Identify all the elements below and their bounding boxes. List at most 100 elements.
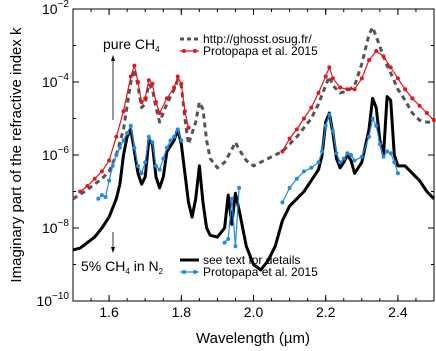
data-point — [85, 184, 90, 188]
data-point — [349, 153, 353, 157]
x-tick-label: 1.6 — [99, 304, 119, 320]
data-point — [367, 134, 371, 139]
data-point — [107, 178, 112, 183]
data-point — [403, 87, 408, 92]
series-line — [72, 25, 434, 201]
data-point — [432, 118, 436, 123]
legend-model-label: see text for details — [203, 253, 300, 267]
data-point — [345, 151, 350, 156]
y-axis-title: Imaginary part of the refractive index k — [8, 27, 25, 283]
data-point — [150, 81, 155, 86]
y-tick-label: 10−10 — [36, 291, 69, 309]
data-point — [179, 138, 184, 143]
y-tick-exponent: −6 — [58, 145, 70, 156]
data-point — [128, 123, 133, 128]
series-line — [79, 65, 190, 192]
data-point — [92, 176, 97, 181]
annotation-pure-arrowhead — [111, 55, 115, 61]
data-point — [320, 149, 325, 154]
data-point — [132, 145, 137, 150]
data-point — [359, 76, 364, 81]
legend-bottom: see text for details Protopapa et al. 20… — [180, 253, 318, 279]
data-point — [107, 158, 112, 163]
data-point — [179, 81, 184, 86]
data-point — [136, 163, 140, 168]
y-tick-label: 10−8 — [42, 218, 69, 236]
data-point — [143, 160, 148, 165]
data-point — [175, 127, 180, 132]
data-point — [370, 116, 375, 121]
y-tick-exponent: −4 — [58, 72, 70, 83]
data-point — [117, 145, 122, 150]
data-point — [96, 196, 101, 201]
data-point — [352, 158, 357, 163]
data-point — [157, 111, 162, 115]
data-point — [316, 90, 321, 95]
data-point — [323, 123, 328, 128]
data-point — [99, 169, 104, 174]
y-tick-base: 10 — [42, 1, 58, 17]
data-point — [110, 163, 115, 168]
legend-protopapa-red-dot — [193, 49, 197, 53]
axis-ticks: 1.6 1.8 2.0 2.2 2.410−210−410−610−810−10 — [36, 0, 435, 320]
y-tick-exponent: −10 — [52, 291, 69, 302]
data-point — [237, 185, 242, 190]
data-point — [417, 103, 422, 108]
data-point — [139, 100, 144, 105]
data-point — [154, 163, 158, 168]
series-line — [281, 114, 399, 203]
data-point — [121, 138, 126, 143]
data-point — [374, 49, 379, 53]
data-point — [136, 80, 140, 84]
data-point — [222, 240, 227, 245]
data-point — [395, 171, 400, 176]
y-tick-base: 10 — [42, 220, 58, 236]
data-point — [302, 116, 306, 121]
legend-protopapa-blue-dot — [182, 270, 186, 274]
svg-text:pure CH4: pure CH4 — [103, 36, 160, 54]
data-point — [316, 160, 321, 165]
y-tick-base: 10 — [36, 293, 52, 309]
data-point — [229, 196, 234, 201]
data-point — [294, 176, 299, 181]
data-point — [424, 111, 429, 115]
series-layer — [72, 25, 436, 272]
annotation-mix: 5% CH4 in N2 — [81, 232, 164, 276]
data-point — [345, 87, 350, 92]
data-point — [323, 74, 328, 79]
data-point — [161, 156, 166, 161]
data-point — [164, 96, 169, 101]
y-tick-label: 10−6 — [42, 145, 69, 163]
y-tick-exponent: −8 — [58, 218, 70, 229]
data-point — [146, 78, 151, 83]
data-point — [78, 189, 83, 194]
data-point — [410, 96, 415, 101]
data-point — [330, 129, 335, 134]
data-point — [182, 109, 187, 114]
data-point — [99, 193, 104, 198]
data-point — [309, 165, 314, 170]
data-point — [172, 85, 177, 90]
data-point — [175, 74, 180, 79]
data-point — [154, 100, 158, 105]
annotation-pure: pure CH4 — [103, 36, 160, 120]
data-point — [381, 154, 386, 159]
data-point — [143, 96, 148, 101]
data-point — [327, 65, 332, 70]
data-point — [309, 105, 314, 110]
annotation-pure-sub: 4 — [155, 45, 160, 54]
data-point — [125, 131, 130, 136]
data-point — [139, 171, 144, 176]
series-pure_ghosst — [72, 25, 434, 201]
y-tick-label: 10−4 — [42, 72, 69, 90]
annotation-mix-mid: in N — [130, 258, 159, 274]
x-tick-label: 2.4 — [388, 304, 408, 320]
annotation-mix-pre: 5% CH — [81, 258, 125, 274]
data-point — [164, 145, 169, 150]
data-point — [280, 200, 285, 205]
data-point — [280, 149, 285, 154]
legend-protopapa-blue-label: Protopapa et al. 2015 — [203, 265, 318, 279]
data-point — [367, 58, 371, 63]
data-point — [114, 153, 119, 157]
y-tick-label: 10−2 — [42, 0, 69, 17]
